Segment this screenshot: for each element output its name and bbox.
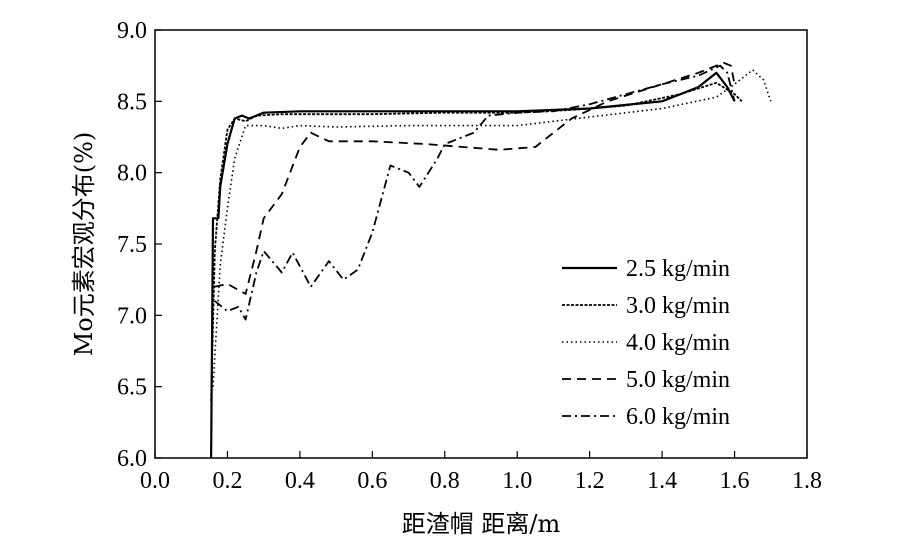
y-tick-label: 6.5 bbox=[117, 375, 147, 401]
series-line-4 bbox=[214, 61, 736, 295]
series-line-5 bbox=[214, 64, 736, 321]
plot-frame bbox=[154, 29, 808, 459]
x-tick-label: 1.4 bbox=[647, 468, 677, 494]
y-tick-label: 7.5 bbox=[117, 232, 147, 258]
y-tick-label: 8.0 bbox=[117, 161, 147, 187]
y-tick-label: 7.0 bbox=[117, 303, 147, 329]
x-tick-label: 1.0 bbox=[502, 468, 532, 494]
y-tick-label: 9.0 bbox=[117, 18, 147, 44]
axis-ticks: 0.0 0.2 0.4 0.6 0.8 1.0 1.2 1.4 1.6 1.8 6.0 6.5 7.0 7… bbox=[117, 18, 822, 494]
series-line-2 bbox=[210, 81, 743, 401]
x-tick-label: 0.0 bbox=[140, 468, 170, 494]
legend-label: 2.5 kg/min bbox=[626, 256, 730, 282]
legend-label: 5.0 kg/min bbox=[626, 367, 730, 393]
x-tick-label: 0.8 bbox=[430, 468, 460, 494]
y-tick-label: 8.5 bbox=[117, 89, 147, 115]
x-tick-label: 0.2 bbox=[212, 468, 242, 494]
legend-label: 4.0 kg/min bbox=[626, 330, 730, 356]
y-tick-label: 6.0 bbox=[117, 446, 147, 472]
series-layer bbox=[210, 61, 772, 459]
x-tick-label: 0.4 bbox=[285, 468, 315, 494]
series-line-3 bbox=[212, 69, 772, 387]
x-tick-label: 0.6 bbox=[357, 468, 387, 494]
x-tick-label: 1.2 bbox=[575, 468, 605, 494]
y-axis-title: Mo元素宏观分布(%) bbox=[70, 132, 98, 357]
legend: 2.5 kg/min 3.0 kg/min 4.0 kg/min 5.0 kg/min… bbox=[562, 256, 730, 430]
legend-label: 6.0 kg/min bbox=[626, 404, 730, 430]
legend-label: 3.0 kg/min bbox=[626, 293, 730, 319]
x-tick-label: 1.8 bbox=[792, 468, 822, 494]
x-axis-title: 距渣帽 距离/m bbox=[402, 510, 561, 538]
x-tick-label: 1.6 bbox=[720, 468, 750, 494]
